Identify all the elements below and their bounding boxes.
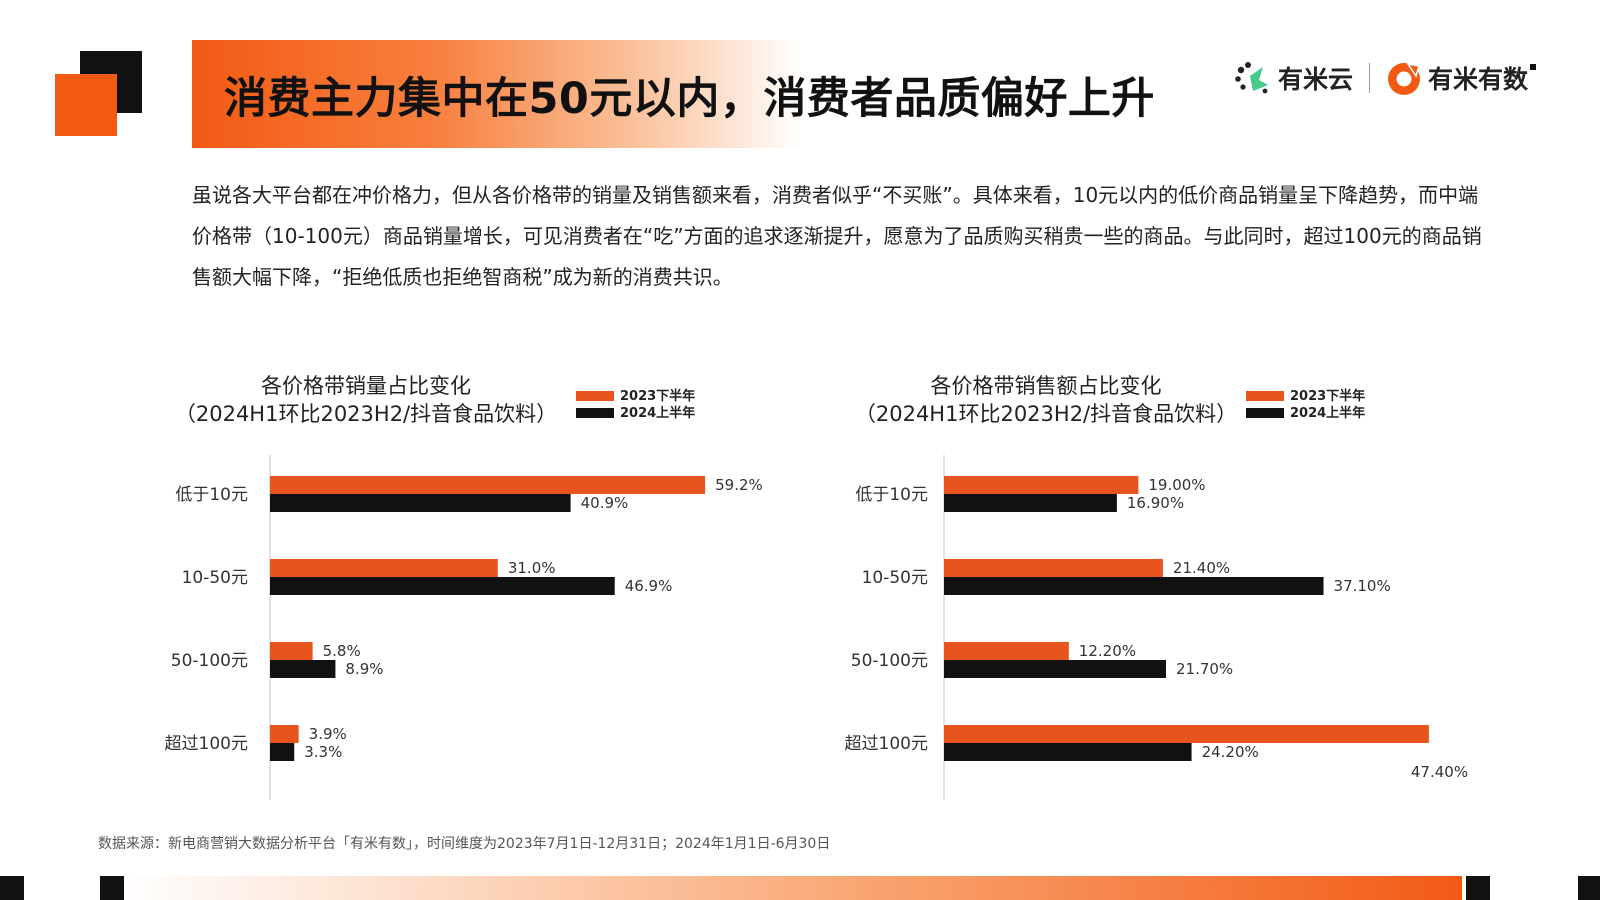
data-label: 47.40% xyxy=(1411,763,1468,781)
youmi-cloud-logo-text: 有米云 xyxy=(1278,65,1354,94)
bottom-block-right xyxy=(1466,876,1490,900)
category-label: 50-100元 xyxy=(851,651,928,671)
bar xyxy=(270,725,299,743)
category-label: 50-100元 xyxy=(171,651,248,671)
bar xyxy=(270,559,498,577)
data-label: 5.8% xyxy=(323,642,361,660)
bar xyxy=(270,743,295,761)
legend-label: 2023下半年 xyxy=(1290,388,1365,404)
data-label: 31.0% xyxy=(508,559,556,577)
youmi-data-logo-icon xyxy=(1388,62,1421,95)
data-label: 24.20% xyxy=(1202,743,1259,761)
category-label: 10-50元 xyxy=(862,568,928,588)
youmi-data-logo-text: 有米有数 xyxy=(1428,65,1529,94)
data-label: 40.9% xyxy=(581,494,629,512)
bottom-gradient-bar xyxy=(118,876,1462,900)
legend-swatch xyxy=(576,391,614,401)
chart-title: 各价格带销售额占比变化 xyxy=(931,374,1162,398)
youmi-cloud-logo-icon xyxy=(1235,62,1268,94)
legend-label: 2024上半年 xyxy=(620,405,695,421)
data-label: 8.9% xyxy=(345,660,383,678)
data-label: 21.70% xyxy=(1176,660,1233,678)
bar xyxy=(944,743,1192,761)
volume-share-chart: 各价格带销量占比变化 （2024H1环比2023H2/抖音食品饮料） 2023下半年… xyxy=(165,374,763,800)
data-label: 16.90% xyxy=(1127,494,1184,512)
decor-orange-square xyxy=(55,74,117,136)
chart-subtitle: （2024H1环比2023H2/抖音食品饮料） xyxy=(855,402,1237,426)
bar xyxy=(944,660,1166,678)
intro-paragraph: 虽说各大平台都在冲价格力，但从各价格带的销量及销售额来看，消费者似乎“不买账”。… xyxy=(192,183,1482,289)
category-label: 低于10元 xyxy=(175,485,248,505)
legend-swatch xyxy=(576,408,614,418)
logo-dot xyxy=(1530,64,1537,70)
legend-label: 2023下半年 xyxy=(620,388,695,404)
bar xyxy=(270,642,313,660)
data-label: 19.00% xyxy=(1148,476,1205,494)
data-label: 46.9% xyxy=(625,577,673,595)
category-label: 低于10元 xyxy=(855,485,928,505)
bar xyxy=(944,476,1139,494)
data-label: 37.10% xyxy=(1334,577,1391,595)
chart-subtitle: （2024H1环比2023H2/抖音食品饮料） xyxy=(175,402,557,426)
legend-swatch xyxy=(1246,391,1284,401)
bar xyxy=(270,660,336,678)
legend-label: 2024上半年 xyxy=(1290,405,1365,421)
bottom-block-left xyxy=(0,876,24,900)
logo-group: 有米云 有米有数 xyxy=(1232,58,1537,98)
category-label: 超过100元 xyxy=(165,734,248,754)
data-label: 59.2% xyxy=(715,476,763,494)
bar xyxy=(944,642,1069,660)
charts-area: 各价格带销量占比变化 （2024H1环比2023H2/抖音食品饮料） 2023下半年… xyxy=(165,374,1468,800)
title-banner xyxy=(192,40,802,148)
data-label: 3.3% xyxy=(304,743,342,761)
data-label: 12.20% xyxy=(1079,642,1136,660)
legend-swatch xyxy=(1246,408,1284,418)
bar xyxy=(944,577,1324,595)
bottom-block-far-right xyxy=(1578,876,1600,900)
logo-divider xyxy=(1369,63,1371,93)
bar xyxy=(944,559,1163,577)
data-source-footnote: 数据来源：新电商营销大数据分析平台「有米有数」，时间维度为2023年7月1日-1… xyxy=(98,836,831,852)
page-title: 消费主力集中在50元以内，消费者品质偏好上升 xyxy=(224,74,1155,124)
chart-title: 各价格带销量占比变化 xyxy=(261,374,471,398)
category-label: 超过100元 xyxy=(845,734,928,754)
data-label: 3.9% xyxy=(309,725,347,743)
bar xyxy=(270,577,615,595)
bar xyxy=(944,494,1117,512)
sales-share-chart: 各价格带销售额占比变化 （2024H1环比2023H2/抖音食品饮料） 2023下半… xyxy=(845,374,1468,800)
category-label: 10-50元 xyxy=(182,568,248,588)
data-label: 21.40% xyxy=(1173,559,1230,577)
bar xyxy=(270,494,571,512)
bar xyxy=(944,725,1429,743)
bottom-block-mid xyxy=(100,876,124,900)
bar xyxy=(270,476,706,494)
